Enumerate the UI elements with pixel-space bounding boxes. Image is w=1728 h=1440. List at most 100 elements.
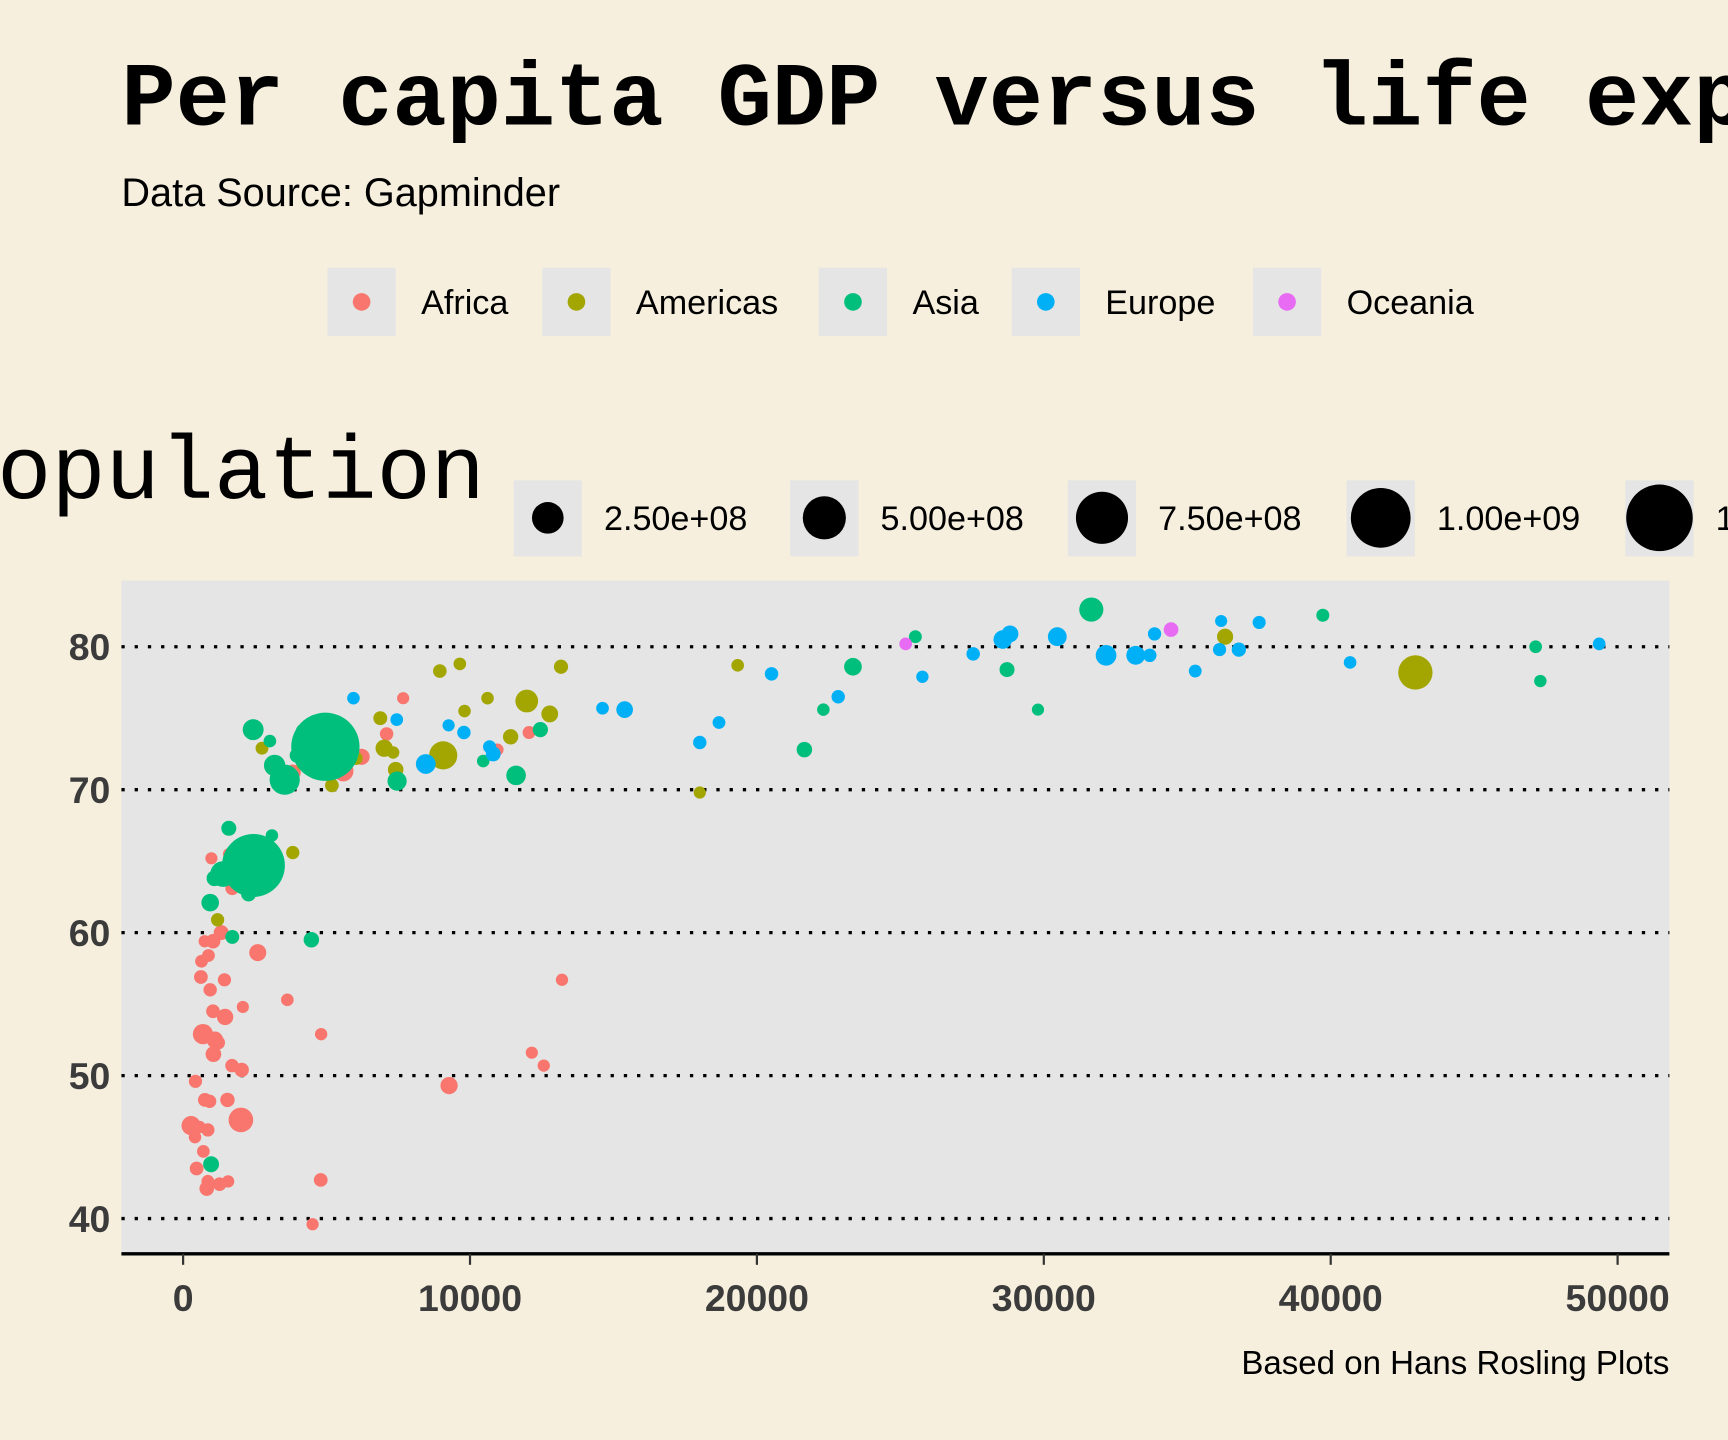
series-asia — [201, 597, 1547, 1173]
data-point — [1398, 655, 1433, 690]
data-point — [831, 690, 845, 704]
data-point — [485, 746, 501, 762]
legend-dot-icon — [352, 293, 371, 311]
data-point — [555, 973, 569, 986]
data-point — [693, 735, 707, 750]
series-europe — [347, 614, 1606, 774]
data-point — [386, 746, 400, 759]
data-point — [314, 1027, 328, 1041]
data-point — [291, 712, 360, 781]
size-legend-label: 2.50e+08 — [604, 500, 747, 538]
chart-caption: Based on Hans Rosling Plots — [1241, 1345, 1669, 1382]
data-point — [286, 845, 300, 860]
data-point — [525, 1046, 538, 1059]
data-point — [1163, 622, 1179, 637]
data-point — [506, 765, 526, 786]
data-point — [1031, 703, 1045, 716]
size-legend-dot-icon — [531, 501, 564, 534]
y-tick-label: 60 — [69, 912, 111, 954]
data-point — [188, 1074, 203, 1088]
data-point — [221, 820, 237, 836]
data-point — [457, 725, 471, 740]
data-point — [306, 747, 320, 761]
data-point — [225, 929, 240, 944]
data-point — [197, 1145, 210, 1158]
y-tick-label: 80 — [69, 626, 111, 668]
data-point — [242, 719, 264, 741]
data-point — [999, 662, 1015, 678]
data-point — [541, 705, 559, 723]
x-tick-label: 50000 — [1566, 1277, 1670, 1319]
data-point — [1047, 627, 1067, 647]
data-point — [1143, 648, 1157, 663]
size-legend-item: 5.00e+08 — [790, 480, 1024, 557]
data-point — [429, 741, 458, 770]
data-point — [397, 692, 410, 705]
x-tick-label: 20000 — [705, 1277, 809, 1319]
series-oceania — [899, 622, 1179, 651]
size-legend-item: 7.50e+08 — [1067, 480, 1302, 557]
data-point — [515, 689, 539, 713]
x-tick-label: 30000 — [992, 1277, 1096, 1319]
y-tick-label: 40 — [69, 1198, 111, 1240]
chart-subtitle: Data Source: Gapminder — [121, 171, 560, 215]
x-tick-label: 10000 — [418, 1277, 522, 1319]
data-point — [1001, 625, 1019, 643]
data-point — [899, 637, 912, 651]
data-point — [817, 703, 830, 716]
data-point — [206, 1004, 220, 1019]
data-point — [1592, 637, 1606, 651]
data-point — [220, 1092, 235, 1108]
data-point — [1534, 674, 1547, 688]
data-point — [206, 1031, 224, 1049]
size-legend-dot-icon — [1075, 491, 1129, 544]
legend-dot-icon — [844, 293, 862, 311]
data-point — [295, 723, 311, 739]
data-point — [502, 729, 519, 745]
y-axis-ticks: 40 50 60 70 80 — [69, 626, 111, 1240]
legend-item-asia: Asia — [818, 267, 979, 337]
data-point — [203, 983, 217, 997]
data-point — [281, 993, 294, 1007]
data-point — [1343, 656, 1357, 669]
data-point — [228, 1107, 254, 1133]
data-point — [201, 1174, 215, 1188]
data-point — [216, 1008, 234, 1026]
data-point — [390, 713, 404, 726]
data-point — [1529, 640, 1542, 654]
x-axis-ticks: 0 10000 20000 30000 40000 50000 — [173, 1253, 1670, 1319]
legend-item-oceania: Oceania — [1252, 267, 1474, 337]
data-point — [731, 659, 744, 672]
data-point — [1231, 642, 1246, 657]
data-point — [241, 886, 256, 902]
data-point — [289, 748, 305, 763]
chart-title: Per capita GDP versus life expectancy — [121, 50, 1728, 152]
size-legend-label: 1.25e+09 — [1716, 500, 1728, 538]
data-point — [347, 691, 360, 705]
data-point — [313, 1173, 328, 1187]
data-point — [205, 1046, 222, 1062]
size-legend-dot-icon — [1626, 484, 1693, 552]
data-point — [249, 944, 267, 962]
data-point — [225, 1058, 239, 1073]
data-point — [453, 657, 467, 671]
data-point — [189, 1161, 204, 1176]
data-point — [1215, 614, 1228, 628]
legend-label: Europe — [1105, 284, 1215, 322]
size-legend-item: 1.25e+09 — [1625, 480, 1728, 557]
data-point — [263, 734, 277, 748]
size-legend-title: Population — [0, 424, 485, 526]
data-point — [236, 1000, 249, 1014]
data-point — [1217, 628, 1234, 645]
data-point — [844, 657, 862, 676]
data-point — [201, 893, 219, 912]
legend-dot-icon — [1036, 293, 1055, 311]
legend-label: Oceania — [1347, 284, 1474, 322]
series-africa — [181, 692, 569, 1231]
legend-dot-icon — [1278, 293, 1296, 311]
data-point — [522, 726, 536, 739]
data-point — [188, 1130, 202, 1144]
data-point — [387, 771, 407, 791]
data-point — [458, 704, 471, 718]
